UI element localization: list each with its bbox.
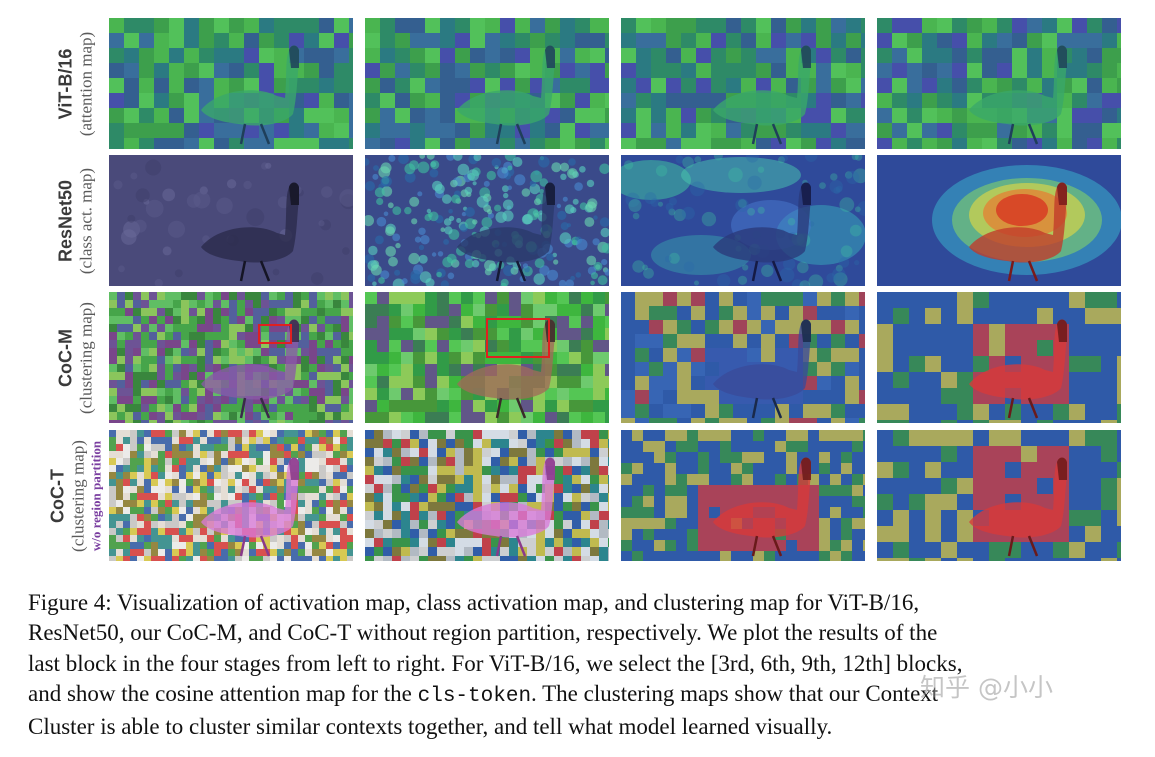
- goose-silhouette: [713, 45, 811, 145]
- heatmap-cells: [365, 430, 609, 561]
- caption-line-2: ResNet50, our CoC-M, and CoC-T without r…: [28, 620, 938, 646]
- goose-silhouette: [457, 457, 555, 557]
- row-map-type: (attention map): [76, 31, 96, 136]
- row-label-coct: CoC-T (clustering map) w/o region partitio…: [40, 430, 112, 561]
- caption-line-1: Figure 4: Visualization of activation ma…: [28, 590, 920, 615]
- panel-coct-stage-4: [877, 430, 1121, 561]
- panel-coct-stage-1: [109, 430, 353, 561]
- goose-silhouette: [201, 45, 299, 145]
- goose-silhouette: [969, 45, 1067, 145]
- row-map-type: (class act. map): [76, 167, 96, 274]
- panel-cocm-stage-1: [109, 292, 353, 423]
- goose-silhouette: [201, 182, 299, 282]
- cluster-regions: [621, 292, 865, 423]
- row-map-type: (clustering map): [76, 301, 96, 414]
- panel-resnet-stage-3: [621, 155, 865, 286]
- cluster-regions: [877, 292, 1121, 423]
- goose-silhouette: [713, 319, 811, 419]
- row-label-resnet: ResNet50 (class act. map): [46, 155, 106, 286]
- panel-resnet-stage-4: [877, 155, 1121, 286]
- row-label-vit: ViT-B/16 (attention map): [46, 18, 106, 149]
- panel-cocm-stage-3: [621, 292, 865, 423]
- cluster-regions: [621, 430, 865, 561]
- heatmap-cells: [109, 292, 353, 423]
- watermark: 知乎 @小小: [920, 673, 1053, 702]
- caption-code-token: cls-token: [417, 684, 532, 708]
- heatmap-cells: [621, 18, 865, 149]
- goose-silhouette: [969, 457, 1067, 557]
- region-highlight-box: [486, 318, 550, 358]
- noise-spots: [365, 155, 609, 286]
- goose-silhouette: [201, 457, 299, 557]
- heatmap-cells: [365, 18, 609, 149]
- panel-vit-stage-3: [621, 18, 865, 149]
- panel-coct-stage-3: [621, 430, 865, 561]
- panel-vit-stage-2: [365, 18, 609, 149]
- panel-resnet-stage-1: [109, 155, 353, 286]
- goose-silhouette: [713, 457, 811, 557]
- panel-cocm-stage-2: [365, 292, 609, 423]
- noise-spots: [113, 159, 353, 286]
- panel-vit-stage-4: [877, 18, 1121, 149]
- heatmap-cells: [109, 18, 353, 149]
- row-model-name: CoC-M: [55, 328, 76, 387]
- goose-silhouette: [457, 45, 555, 145]
- goose-silhouette: [969, 319, 1067, 419]
- heatmap-cells: [877, 18, 1121, 149]
- caption-line-4-text-b: . The clustering maps show that our Cont…: [531, 680, 939, 706]
- region-highlight-box: [258, 324, 292, 344]
- goose-silhouette: [969, 182, 1067, 282]
- panel-coct-stage-2: [365, 430, 609, 561]
- figure-caption: Figure 4: Visualization of activation ma…: [28, 588, 1140, 742]
- caption-line-4-text-a: and show the cosine attention map for th…: [28, 680, 418, 706]
- row-model-name: CoC-T: [47, 468, 68, 523]
- caption-line-4: and show the cosine attention map for th…: [28, 679, 1140, 712]
- row-model-name: ResNet50: [55, 179, 76, 262]
- heatmap-cells: [109, 430, 353, 561]
- cluster-regions: [877, 430, 1121, 561]
- caption-line-5: Cluster is able to cluster similar conte…: [28, 714, 833, 740]
- row-map-type: (clustering map): [68, 439, 88, 552]
- panel-vit-stage-1: [109, 18, 353, 149]
- panel-resnet-stage-2: [365, 155, 609, 286]
- goose-silhouette: [457, 182, 555, 282]
- goose-silhouette: [713, 182, 811, 282]
- row-model-name: ViT-B/16: [55, 48, 76, 119]
- panel-cocm-stage-4: [877, 292, 1121, 423]
- row-label-cocm: CoC-M (clustering map): [46, 292, 106, 423]
- caption-line-3: last block in the four stages from left …: [28, 650, 963, 676]
- row-subnote: w/o region partition: [88, 440, 104, 551]
